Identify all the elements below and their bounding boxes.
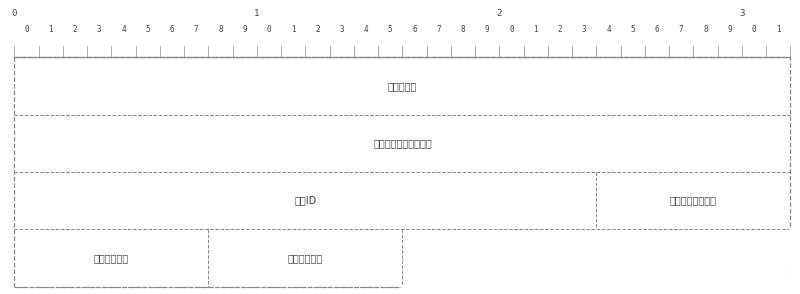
- Text: 2: 2: [73, 25, 78, 34]
- Text: 0: 0: [12, 9, 17, 18]
- Text: 4: 4: [364, 25, 368, 34]
- Text: 4: 4: [122, 25, 126, 34]
- Text: 7: 7: [437, 25, 441, 34]
- Text: 2: 2: [315, 25, 320, 34]
- Text: 0: 0: [752, 25, 756, 34]
- Text: 2: 2: [558, 25, 562, 34]
- Text: 申请时隙标志: 申请时隙标志: [288, 253, 323, 263]
- Text: 7: 7: [679, 25, 683, 34]
- Text: 使用时隙标志: 使用时隙标志: [94, 253, 129, 263]
- Text: 1: 1: [49, 25, 53, 34]
- Bar: [14, 57, 790, 287]
- Text: 信道ID: 信道ID: [294, 196, 317, 206]
- Text: 6: 6: [654, 25, 659, 34]
- Text: 8: 8: [218, 25, 223, 34]
- Text: 6: 6: [170, 25, 174, 34]
- Text: 帧同步码组: 帧同步码组: [388, 81, 417, 91]
- Text: 3: 3: [582, 25, 586, 34]
- Text: 8: 8: [703, 25, 708, 34]
- Text: 帧编号及方向识别码组: 帧编号及方向识别码组: [373, 138, 432, 148]
- Text: 3: 3: [739, 9, 745, 18]
- Text: 9: 9: [727, 25, 732, 34]
- Text: 7: 7: [194, 25, 198, 34]
- Text: 0: 0: [24, 25, 29, 34]
- Text: 8: 8: [461, 25, 466, 34]
- Text: 1: 1: [534, 25, 538, 34]
- Text: 2: 2: [497, 9, 502, 18]
- Text: 9: 9: [242, 25, 247, 34]
- Text: 1: 1: [291, 25, 295, 34]
- Text: 1: 1: [776, 25, 781, 34]
- Text: 6: 6: [412, 25, 417, 34]
- Text: 0: 0: [510, 25, 514, 34]
- Text: 5: 5: [630, 25, 635, 34]
- Text: 4: 4: [606, 25, 611, 34]
- Text: 3: 3: [97, 25, 102, 34]
- Text: 9: 9: [485, 25, 490, 34]
- Text: 1: 1: [254, 9, 259, 18]
- Text: 3: 3: [339, 25, 344, 34]
- Text: 5: 5: [146, 25, 150, 34]
- Text: 允许发送时隙位置: 允许发送时隙位置: [670, 196, 717, 206]
- Text: 5: 5: [388, 25, 393, 34]
- Text: 0: 0: [266, 25, 271, 34]
